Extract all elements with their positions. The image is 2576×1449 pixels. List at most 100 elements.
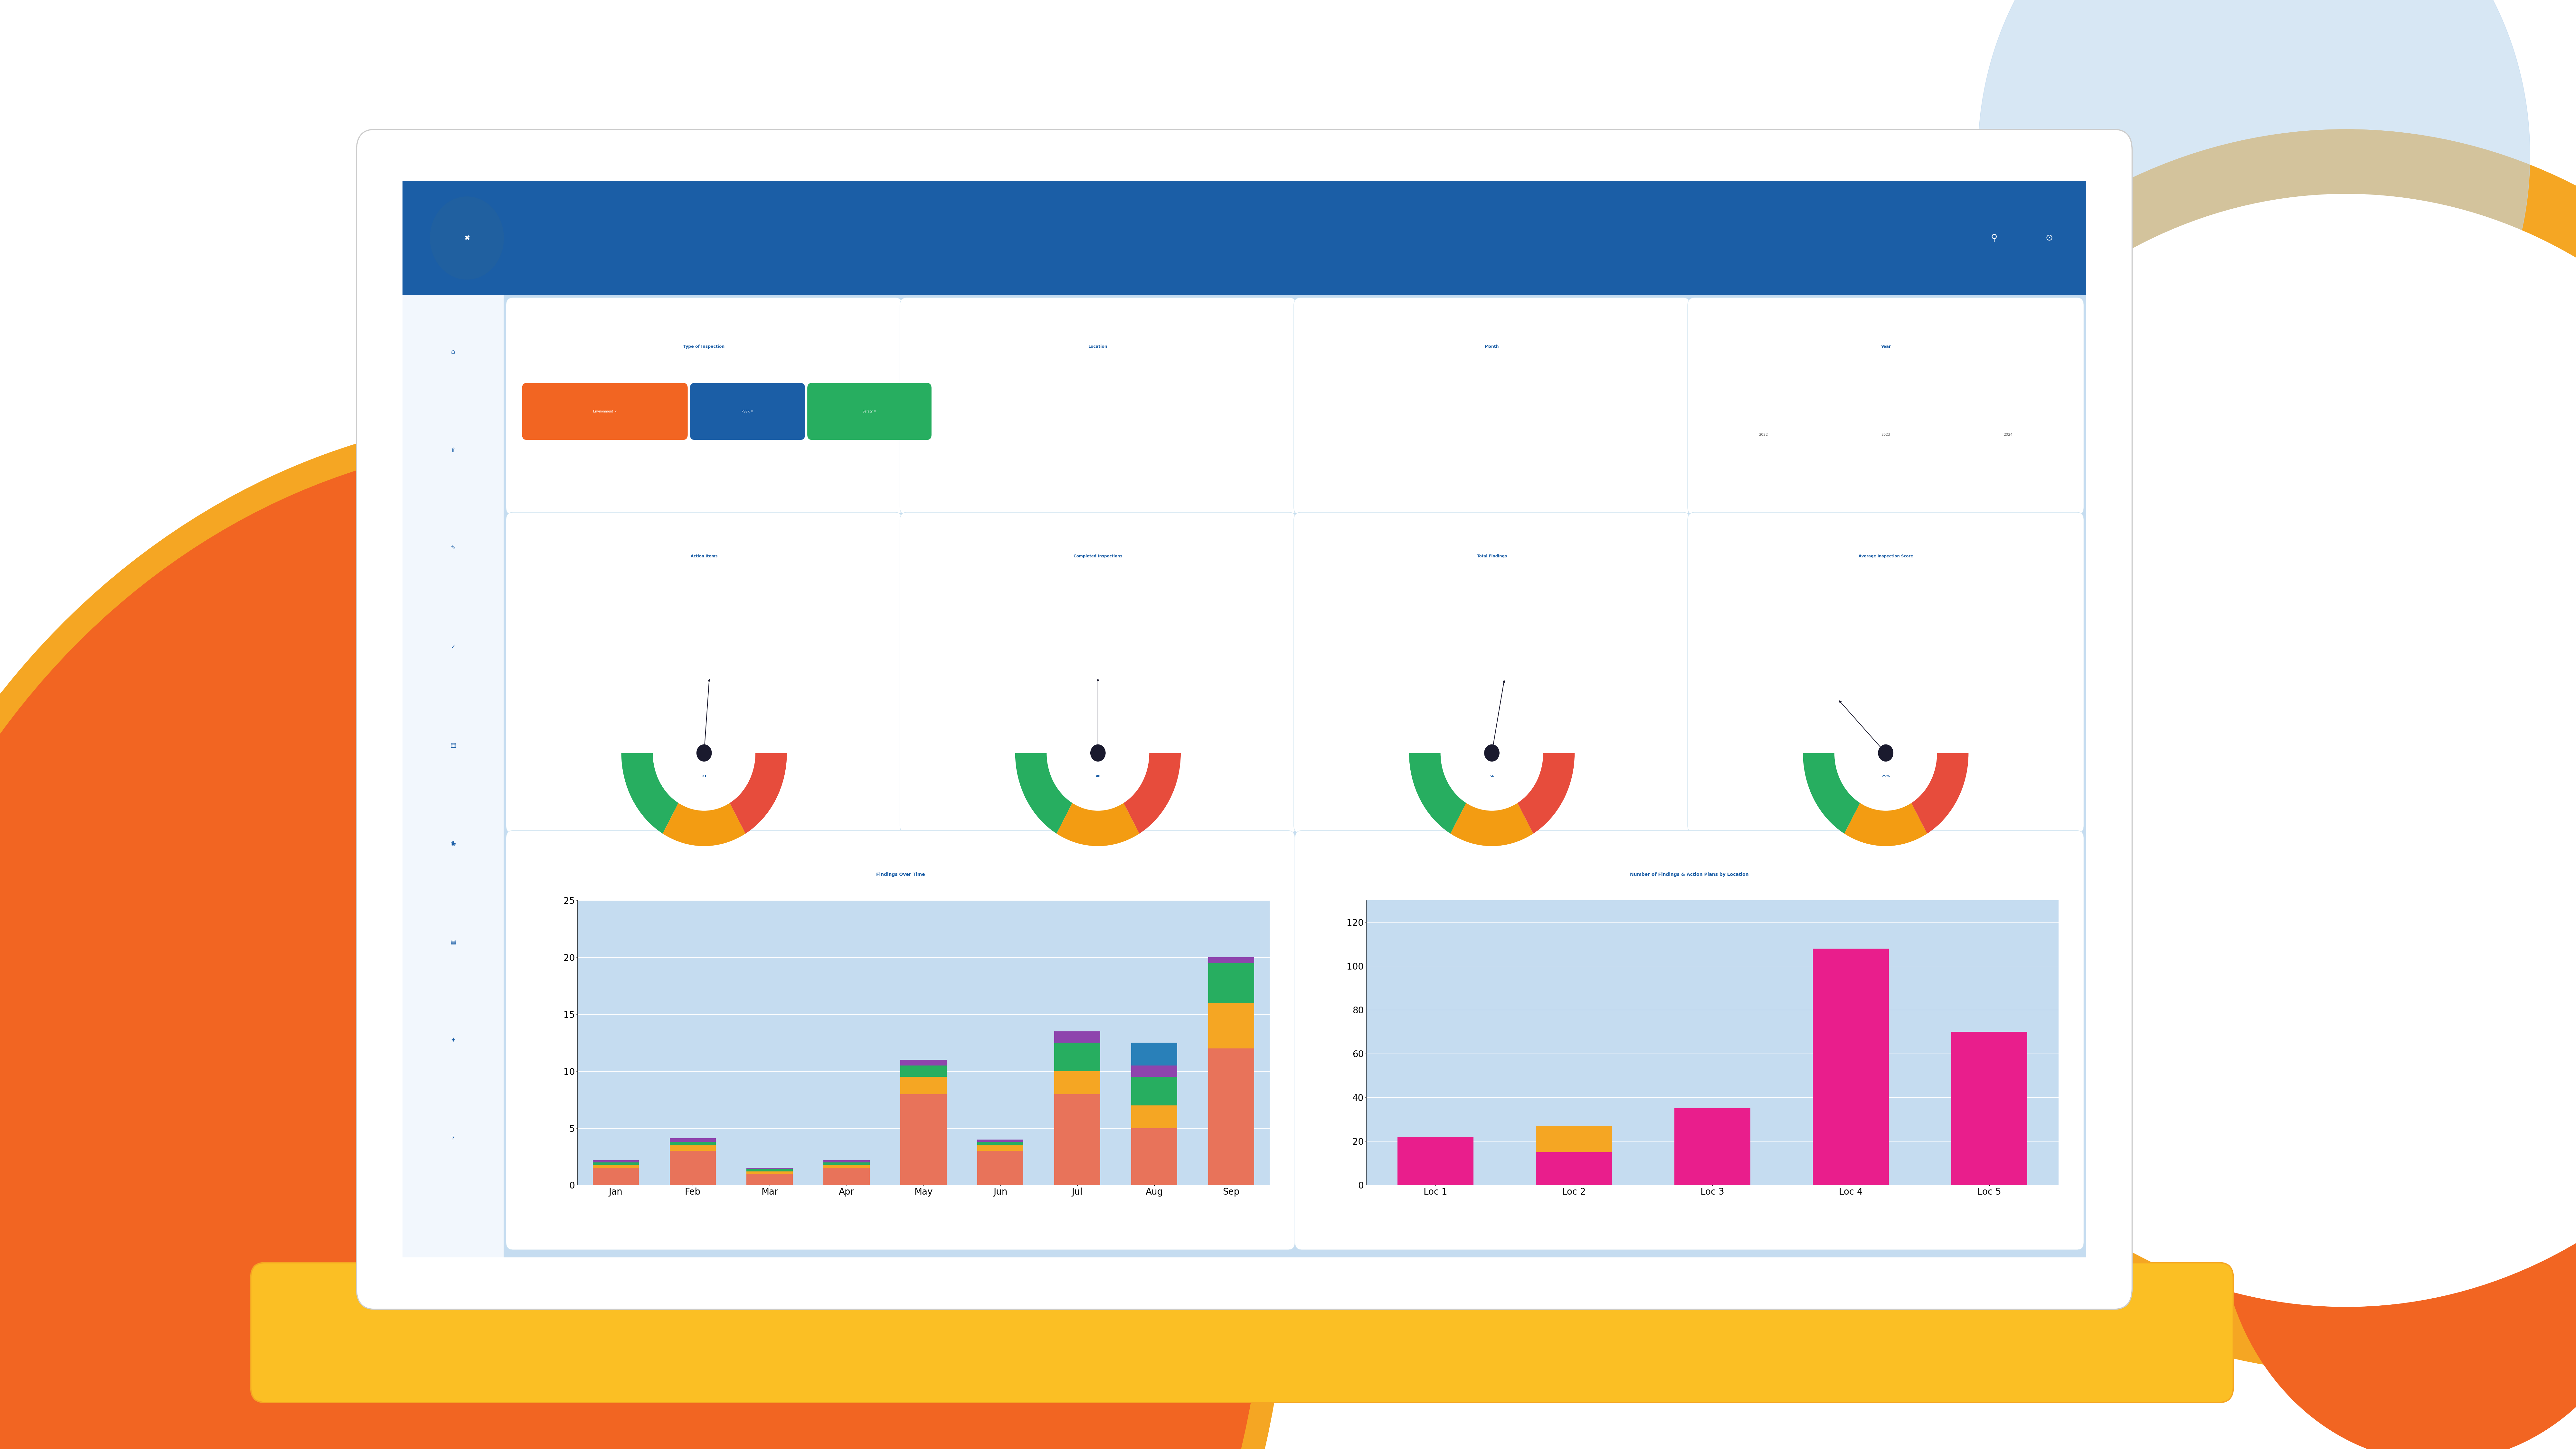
Bar — [592, 1162, 639, 1165]
Bar — [747, 1174, 793, 1185]
Text: Findings Over Time: Findings Over Time — [876, 872, 925, 877]
Bar — [670, 1142, 716, 1145]
FancyBboxPatch shape — [523, 383, 688, 440]
Text: Total Findings: Total Findings — [1476, 554, 1507, 558]
Bar — [1054, 1032, 1100, 1043]
Bar — [1674, 1108, 1752, 1185]
Bar — [902, 1065, 945, 1077]
Text: 25%: 25% — [1880, 775, 1891, 778]
Bar — [592, 1168, 639, 1185]
Bar — [1396, 1137, 1473, 1185]
Wedge shape — [1844, 803, 1927, 846]
Wedge shape — [662, 803, 744, 846]
FancyBboxPatch shape — [355, 129, 2133, 1310]
Bar — [670, 1145, 716, 1151]
FancyBboxPatch shape — [1293, 513, 1690, 833]
FancyBboxPatch shape — [250, 1262, 2233, 1403]
Bar — [1208, 1003, 1255, 1049]
Text: ◉: ◉ — [451, 840, 456, 846]
Text: Safety ✕: Safety ✕ — [863, 410, 876, 413]
FancyBboxPatch shape — [1687, 513, 2084, 833]
Circle shape — [430, 197, 505, 280]
Circle shape — [696, 745, 711, 761]
Circle shape — [2221, 971, 2576, 1449]
Text: ✖: ✖ — [464, 235, 469, 242]
Bar — [592, 1165, 639, 1168]
Text: Location: Location — [1087, 345, 1108, 349]
Circle shape — [654, 698, 752, 809]
Text: Type of Inspection: Type of Inspection — [683, 345, 724, 349]
Text: Number of Findings & Action Plans by Location: Number of Findings & Action Plans by Loc… — [1631, 872, 1749, 877]
Bar — [592, 1161, 639, 1162]
FancyBboxPatch shape — [806, 383, 933, 440]
FancyBboxPatch shape — [1296, 830, 2084, 1249]
Circle shape — [0, 414, 1288, 1449]
FancyBboxPatch shape — [690, 383, 804, 440]
FancyBboxPatch shape — [505, 830, 1296, 1249]
Text: 40: 40 — [1095, 775, 1100, 778]
Wedge shape — [1517, 753, 1574, 833]
FancyBboxPatch shape — [505, 297, 902, 514]
Circle shape — [0, 452, 1255, 1449]
FancyBboxPatch shape — [899, 297, 1296, 514]
Text: PSSR ✕: PSSR ✕ — [742, 410, 752, 413]
Text: ⇧: ⇧ — [451, 448, 456, 454]
Text: ▦: ▦ — [451, 939, 456, 945]
Bar — [976, 1145, 1023, 1151]
FancyBboxPatch shape — [1293, 297, 1690, 514]
Bar — [824, 1168, 871, 1185]
Bar — [976, 1139, 1023, 1142]
Bar — [976, 1151, 1023, 1185]
Bar — [824, 1162, 871, 1165]
FancyBboxPatch shape — [402, 296, 505, 1258]
Wedge shape — [729, 753, 786, 833]
Bar — [902, 1094, 945, 1185]
Wedge shape — [1056, 803, 1139, 846]
Text: Month: Month — [1484, 345, 1499, 349]
Text: ⌂: ⌂ — [451, 349, 456, 355]
Bar — [1814, 949, 1888, 1185]
FancyBboxPatch shape — [402, 181, 2087, 1258]
Bar — [976, 1142, 1023, 1145]
Bar — [824, 1161, 871, 1162]
FancyBboxPatch shape — [899, 513, 1296, 833]
Text: Environment ✕: Environment ✕ — [592, 410, 616, 413]
Text: ⚲: ⚲ — [1991, 233, 1996, 242]
Bar — [1208, 1049, 1255, 1185]
Bar — [1535, 1126, 1613, 1152]
Wedge shape — [1123, 753, 1180, 833]
Bar — [1054, 1071, 1100, 1094]
Bar — [902, 1059, 945, 1065]
Bar — [1131, 1129, 1177, 1185]
Bar — [1054, 1043, 1100, 1071]
Wedge shape — [1911, 753, 1968, 833]
Circle shape — [1837, 698, 1935, 809]
Circle shape — [1793, 129, 2576, 1371]
Text: 56: 56 — [1489, 775, 1494, 778]
Text: 2023: 2023 — [1880, 433, 1891, 436]
Circle shape — [1048, 698, 1146, 809]
Bar — [1208, 958, 1255, 964]
Text: Average Inspection Score: Average Inspection Score — [1857, 554, 1914, 558]
FancyBboxPatch shape — [505, 513, 902, 833]
Wedge shape — [1450, 803, 1533, 846]
Text: ⊙: ⊙ — [2045, 233, 2053, 242]
Bar — [1131, 1043, 1177, 1065]
Circle shape — [0, 452, 1255, 1449]
Wedge shape — [1803, 753, 1860, 833]
Text: Year: Year — [1880, 345, 1891, 349]
FancyBboxPatch shape — [402, 181, 2087, 296]
Circle shape — [1443, 698, 1540, 809]
Circle shape — [1484, 745, 1499, 761]
Text: Action Items: Action Items — [690, 554, 719, 558]
FancyBboxPatch shape — [1687, 297, 2084, 514]
Bar — [1131, 1106, 1177, 1129]
Bar — [747, 1171, 793, 1174]
Circle shape — [1978, 0, 2530, 465]
Bar — [670, 1139, 716, 1142]
Wedge shape — [1015, 753, 1072, 833]
Bar — [1131, 1077, 1177, 1106]
Text: 2022: 2022 — [1759, 433, 1767, 436]
Text: ✎: ✎ — [451, 545, 456, 552]
Bar — [670, 1151, 716, 1185]
